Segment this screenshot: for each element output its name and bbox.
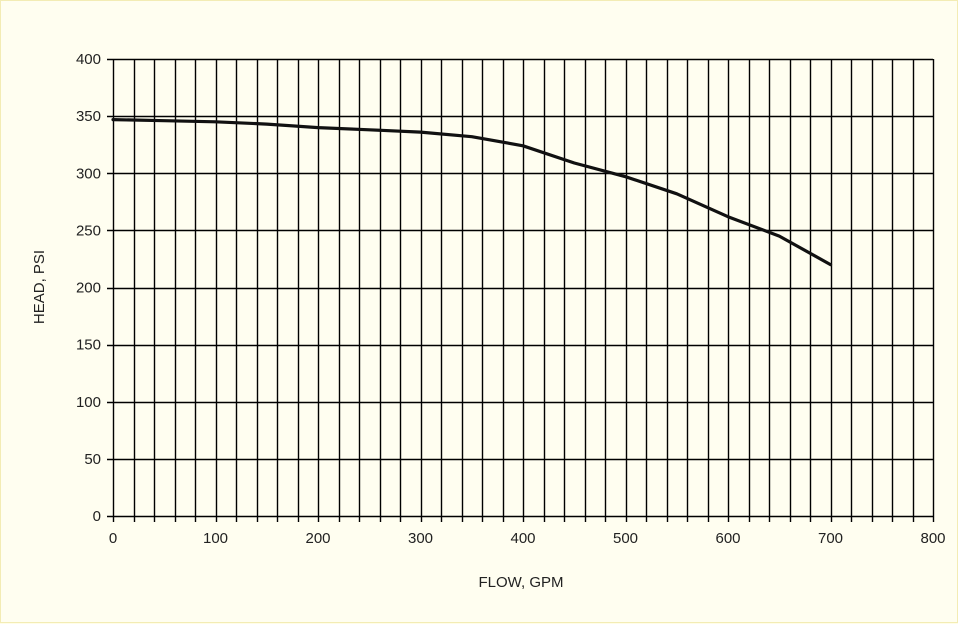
y-tick-label: 250 [76,222,101,239]
y-tick-label: 300 [76,165,101,182]
y-tick-label: 50 [84,451,101,468]
y-tick-label: 0 [93,508,101,525]
x-tick-label: 400 [510,530,535,547]
series-line [111,117,833,267]
y-tick-label: 200 [76,280,101,297]
y-axis-label: HEAD, PSI [31,250,48,324]
series-layer [111,117,833,267]
x-tick-label: 0 [109,530,117,547]
x-tick-label: 100 [203,530,228,547]
y-tick-label: 400 [76,51,101,68]
x-tick-label: 500 [613,530,638,547]
tick-labels: 0 100 200 300 400 500 600 700 800 0 50 100 150 200 250… [76,51,946,547]
x-tick-label: 200 [305,530,330,547]
x-tick-label: 300 [408,530,433,547]
grid [107,58,935,522]
x-axis-label: FLOW, GPM [478,574,563,591]
y-tick-label: 150 [76,337,101,354]
y-tick-label: 100 [76,394,101,411]
x-tick-label: 800 [920,530,945,547]
y-tick-label: 350 [76,108,101,125]
x-tick-label: 600 [715,530,740,547]
x-tick-label: 700 [818,530,843,547]
